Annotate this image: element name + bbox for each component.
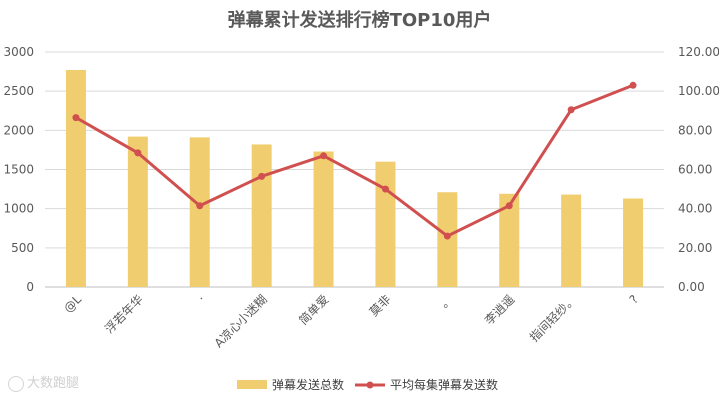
category-label: ? bbox=[627, 292, 641, 306]
legend-swatch-bar bbox=[237, 380, 267, 389]
legend-label: 弹幕发送总数 bbox=[272, 377, 344, 392]
x-axis: @L 浮若年华 · A凉心小迷糊 简单爱 莫非 。 李逍遥 指间轻纱。? bbox=[61, 292, 641, 351]
line-point bbox=[72, 114, 80, 122]
left-tick-label: 1000 bbox=[3, 202, 34, 216]
line-point bbox=[505, 202, 513, 210]
watermark: 大数跑腿 bbox=[8, 372, 79, 392]
category-label: 李逍遥 bbox=[481, 292, 517, 328]
bar-series bbox=[65, 70, 644, 288]
legend-label: 平均每集弹幕发送数 bbox=[390, 377, 498, 392]
left-tick-label: 2000 bbox=[3, 123, 34, 137]
right-tick-label: 40.00 bbox=[678, 202, 712, 216]
right-tick-label: 0.00 bbox=[678, 280, 705, 294]
left-tick-label: 2500 bbox=[3, 84, 34, 98]
watermark-text: 大数跑腿 bbox=[27, 376, 80, 391]
line-point bbox=[196, 202, 204, 210]
line-point bbox=[381, 185, 389, 193]
bar bbox=[127, 136, 148, 287]
bar bbox=[313, 151, 334, 287]
line-point bbox=[567, 106, 575, 114]
category-label: · bbox=[195, 292, 208, 305]
chart-title: 弹幕累计发送排行榜TOP10用户 bbox=[227, 10, 492, 31]
left-tick-label: 500 bbox=[11, 241, 34, 255]
right-tick-label: 20.00 bbox=[678, 241, 712, 255]
legend-swatch-marker bbox=[366, 381, 374, 389]
category-label: 。 bbox=[437, 292, 455, 310]
bar bbox=[251, 144, 272, 287]
category-label: @L bbox=[61, 292, 84, 315]
line-point bbox=[134, 149, 142, 157]
left-tick-label: 3000 bbox=[3, 45, 34, 59]
bar bbox=[561, 194, 582, 287]
watermark-logo-icon bbox=[8, 375, 24, 392]
bar bbox=[623, 198, 644, 287]
line-point bbox=[320, 152, 328, 160]
right-axis: 0.00 20.00 40.00 60.00 80.00 100.00 120.00 bbox=[678, 45, 719, 294]
right-tick-label: 60.00 bbox=[678, 163, 712, 177]
bar bbox=[499, 193, 520, 287]
bar bbox=[437, 192, 458, 287]
line-point bbox=[629, 81, 637, 89]
legend: 弹幕发送总数 平均每集弹幕发送数 bbox=[237, 377, 498, 392]
left-tick-label: 1500 bbox=[3, 163, 34, 177]
line-point bbox=[443, 232, 451, 240]
gridlines bbox=[45, 51, 664, 288]
line-series bbox=[72, 81, 637, 240]
category-label: 莫非 bbox=[367, 292, 394, 319]
bar bbox=[65, 70, 86, 288]
line-point bbox=[258, 172, 266, 180]
category-label: A凉心小迷糊 bbox=[211, 292, 270, 351]
left-tick-label: 0 bbox=[26, 280, 34, 294]
right-tick-label: 80.00 bbox=[678, 123, 712, 137]
right-tick-label: 100.00 bbox=[678, 84, 719, 98]
series-line bbox=[75, 83, 634, 238]
left-axis: 0 500 1000 1500 2000 2500 3000 bbox=[3, 45, 34, 294]
category-label: 浮若年华 bbox=[102, 292, 146, 336]
category-label: 指间轻纱。 bbox=[526, 292, 579, 345]
category-label: 简单爱 bbox=[296, 292, 331, 327]
bar bbox=[375, 161, 396, 287]
bar bbox=[189, 137, 210, 287]
right-tick-label: 120.00 bbox=[678, 45, 719, 59]
